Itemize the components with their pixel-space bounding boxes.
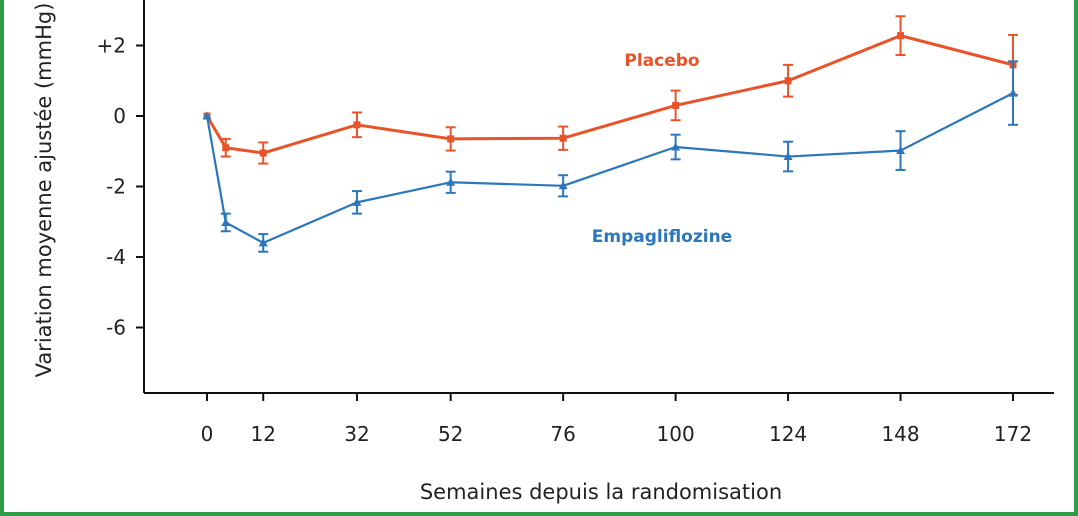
data-point: [784, 77, 792, 85]
x-axis-ticks: 0 12 32 52 76 100 124 148 172: [201, 393, 1032, 446]
data-point: [783, 152, 793, 161]
data-point: [559, 134, 567, 142]
x-tick-label: 124: [769, 422, 807, 446]
data-point: [447, 135, 455, 143]
data-point: [353, 121, 361, 129]
x-tick-label: 100: [657, 422, 695, 446]
x-tick-label: 172: [994, 422, 1032, 446]
y-axis-title: Variation moyenne ajustée (mmHg): [32, 3, 56, 378]
series-line: [205, 34, 1014, 155]
x-tick-label: 148: [881, 422, 919, 446]
y-axis-ticks: +2 0 -2 -4 -6: [97, 34, 144, 340]
data-point: [202, 111, 212, 120]
data-point: [672, 101, 680, 109]
series-layer: [202, 15, 1018, 253]
data-point: [222, 144, 230, 152]
y-tick-label: +2: [97, 34, 126, 58]
data-point: [558, 181, 568, 190]
line-chart: +2 0 -2 -4 -6 0 12 32 52 76 100 124 148 172 Variatio…: [32, 0, 1054, 504]
x-tick-label: 32: [344, 422, 369, 446]
series-line: [205, 92, 1014, 244]
data-point: [259, 149, 267, 157]
x-tick-label: 0: [201, 422, 214, 446]
axes: [143, 0, 1054, 394]
x-axis-title: Semaines depuis la randomisation: [420, 480, 782, 504]
empagliflozin-series-label: Empagliflozine: [592, 227, 732, 247]
placebo-series-label: Placebo: [624, 51, 699, 71]
series-placebo: [203, 15, 1018, 165]
x-tick-label: 12: [251, 422, 276, 446]
data-point: [446, 177, 456, 186]
y-tick-label: -4: [106, 245, 126, 269]
y-tick-label: -2: [106, 175, 126, 199]
x-tick-label: 76: [550, 422, 575, 446]
data-point: [896, 146, 906, 155]
data-point: [258, 238, 268, 247]
y-tick-label: -6: [106, 316, 126, 340]
data-point: [1008, 88, 1018, 97]
data-point: [352, 197, 362, 206]
y-tick-label: 0: [113, 104, 126, 128]
series-empagliflozin: [202, 60, 1018, 253]
data-point: [221, 217, 231, 226]
data-point: [671, 142, 681, 151]
x-tick-label: 52: [438, 422, 463, 446]
data-point: [897, 32, 905, 40]
